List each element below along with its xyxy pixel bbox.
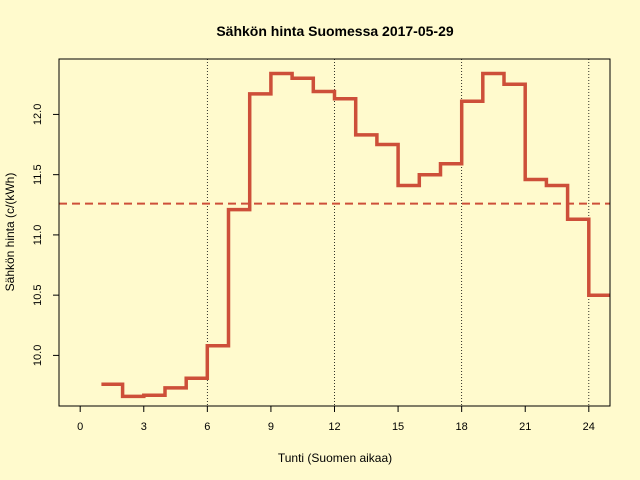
x-axis-label: Tunti (Suomen aikaa) [278,451,392,465]
x-tick-label: 24 [583,421,595,433]
x-tick-label: 6 [204,421,210,433]
price-step-line [101,71,610,399]
x-tick-label: 21 [519,421,531,433]
x-axis: 0 3 6 9 12 15 18 21 24 [77,406,595,433]
y-tick-label: 12.0 [32,104,44,125]
y-tick-label: 10.0 [32,345,44,366]
plot-area [59,59,610,406]
y-axis: 10.0 10.5 11.0 11.5 12.0 [32,104,59,366]
y-tick-label: 10.5 [32,284,44,305]
x-tick-label: 18 [456,421,468,433]
x-tick-label: 15 [392,421,404,433]
y-tick-label: 11.5 [32,164,44,185]
y-tick-label: 11.0 [32,225,44,246]
x-tick-label: 12 [328,421,340,433]
y-axis-label: Sähkön hinta (c/(kWh) [3,173,17,292]
x-tick-label: 0 [77,421,83,433]
x-tick-label: 3 [141,421,147,433]
x-tick-label: 9 [268,421,274,433]
chart-title: Sähkön hinta Suomessa 2017-05-29 [216,23,454,39]
